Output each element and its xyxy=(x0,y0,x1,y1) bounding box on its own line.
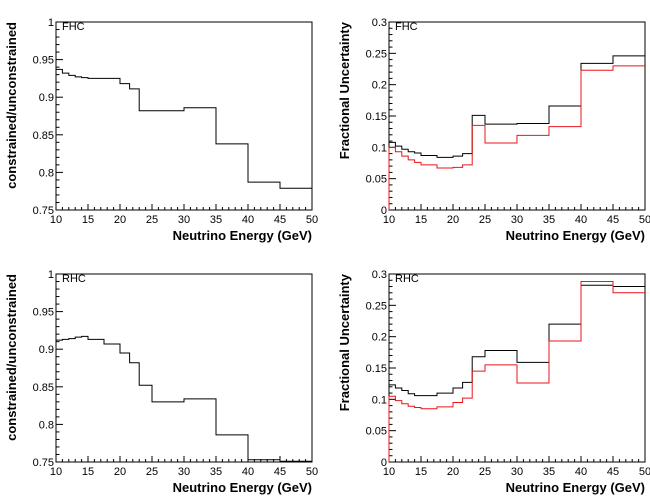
x-tick-label: 20 xyxy=(447,214,459,226)
x-tick-label: 15 xyxy=(82,214,94,226)
x-tick-label: 45 xyxy=(274,214,286,226)
y-tick-label: 1 xyxy=(48,269,54,281)
y-tick-label: 0.3 xyxy=(372,17,387,29)
x-tick-label: 20 xyxy=(114,214,126,226)
panel-label: FHC xyxy=(395,21,418,33)
y-tick-label: 0.05 xyxy=(366,174,387,186)
x-tick-label: 20 xyxy=(447,466,459,478)
x-tick-label: 35 xyxy=(543,214,555,226)
y-tick-label: 0.3 xyxy=(372,269,387,281)
x-tick-label: 45 xyxy=(607,214,619,226)
x-tick-label: 50 xyxy=(306,466,318,478)
x-tick-label: 40 xyxy=(575,466,587,478)
x-tick-label: 30 xyxy=(511,466,523,478)
y-tick-label: 0.25 xyxy=(366,48,387,60)
y-tick-label: 0.15 xyxy=(366,111,387,123)
y-tick-label: 0.25 xyxy=(366,300,387,312)
x-tick-label: 25 xyxy=(146,466,158,478)
x-tick-label: 35 xyxy=(210,214,222,226)
y-tick-label: 0.1 xyxy=(372,394,387,406)
x-axis-title: Neutrino Energy (GeV) xyxy=(506,228,645,243)
y-tick-label: 0.95 xyxy=(33,55,54,67)
plot-frame xyxy=(55,273,313,463)
y-tick-label: 0 xyxy=(381,205,387,217)
x-tick-label: 50 xyxy=(639,466,650,478)
y-tick-label: 0.05 xyxy=(366,426,387,438)
x-tick-label: 40 xyxy=(242,466,254,478)
x-tick-label: 35 xyxy=(210,466,222,478)
x-tick-label: 15 xyxy=(415,214,427,226)
x-tick-label: 30 xyxy=(178,466,190,478)
x-axis-title: Neutrino Energy (GeV) xyxy=(173,480,312,495)
y-tick-label: 0.8 xyxy=(39,167,54,179)
y-tick-label: 0.1 xyxy=(372,142,387,154)
y-tick-label: 0.95 xyxy=(33,307,54,319)
chart-panel-1: 10 15 20 25 30 35 40 45 50 0.75 0.8 0.85 0.9 0.95 1 Neu… xyxy=(4,17,318,243)
x-tick-label: 25 xyxy=(479,214,491,226)
panel-label: FHC xyxy=(62,21,85,33)
x-tick-label: 50 xyxy=(306,214,318,226)
x-tick-label: 40 xyxy=(242,214,254,226)
y-tick-label: 0.85 xyxy=(33,130,54,142)
chart-panel-4: 10 15 20 25 30 35 40 45 50 0 0.05 0.1 0.15 0.2 0.25 0.3… xyxy=(337,269,650,495)
y-tick-label: 0.9 xyxy=(39,344,54,356)
x-tick-label: 10 xyxy=(50,466,62,478)
y-axis-title: constrained/unconstrained xyxy=(4,274,19,441)
series-line-1 xyxy=(388,55,645,210)
x-tick-label: 30 xyxy=(511,214,523,226)
x-tick-label: 30 xyxy=(178,214,190,226)
y-tick-label: 0.15 xyxy=(366,363,387,375)
x-axis-title: Neutrino Energy (GeV) xyxy=(173,228,312,243)
y-axis-title: constrained/unconstrained xyxy=(4,22,19,189)
y-tick-label: 0.9 xyxy=(39,92,54,104)
series-line-1 xyxy=(55,335,312,462)
y-tick-label: 0.8 xyxy=(39,419,54,431)
y-axis-title: Fractional Uncertainty xyxy=(337,273,352,411)
x-tick-label: 10 xyxy=(50,214,62,226)
x-tick-label: 10 xyxy=(383,214,395,226)
x-tick-label: 40 xyxy=(575,214,587,226)
x-tick-label: 35 xyxy=(543,466,555,478)
series-line-1 xyxy=(388,284,645,462)
y-tick-label: 0.75 xyxy=(33,457,54,469)
plot-frame xyxy=(388,21,646,211)
y-axis-title: Fractional Uncertainty xyxy=(337,21,352,159)
series-line-2 xyxy=(388,65,645,210)
x-tick-label: 45 xyxy=(607,466,619,478)
x-tick-label: 45 xyxy=(274,466,286,478)
chart-panel-2: 10 15 20 25 30 35 40 45 50 0 0.05 0.1 0.15 0.2 0.25 0.3… xyxy=(337,17,650,243)
x-tick-label: 15 xyxy=(82,466,94,478)
chart-panel-3: 10 15 20 25 30 35 40 45 50 0.75 0.8 0.85 0.9 0.95 1 Neu… xyxy=(4,269,318,495)
y-tick-label: 0.85 xyxy=(33,382,54,394)
y-tick-label: 0.2 xyxy=(372,80,387,92)
x-axis-title: Neutrino Energy (GeV) xyxy=(506,480,645,495)
x-tick-label: 50 xyxy=(639,214,650,226)
x-tick-label: 25 xyxy=(479,466,491,478)
y-tick-label: 0 xyxy=(381,457,387,469)
panel-label: RHC xyxy=(395,273,419,285)
x-tick-label: 25 xyxy=(146,214,158,226)
y-tick-label: 0.2 xyxy=(372,332,387,344)
x-tick-label: 20 xyxy=(114,466,126,478)
y-tick-label: 0.75 xyxy=(33,205,54,217)
y-tick-label: 1 xyxy=(48,17,54,29)
x-tick-label: 15 xyxy=(415,466,427,478)
series-line-2 xyxy=(388,281,645,462)
x-tick-label: 10 xyxy=(383,466,395,478)
panel-label: RHC xyxy=(62,273,86,285)
series-line-1 xyxy=(55,68,312,210)
